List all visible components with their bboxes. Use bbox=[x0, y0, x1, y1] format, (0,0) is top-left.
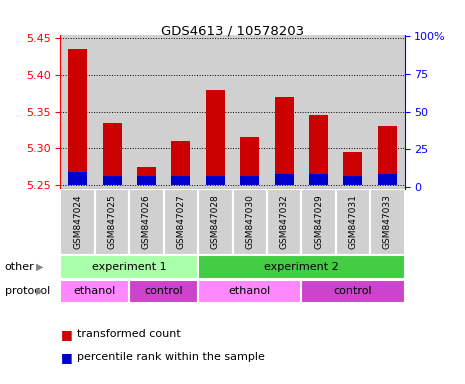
Bar bbox=[172, 141, 190, 185]
Bar bbox=[275, 174, 293, 185]
Bar bbox=[129, 280, 198, 303]
Text: other: other bbox=[5, 262, 34, 272]
Text: GSM847033: GSM847033 bbox=[383, 194, 392, 249]
Text: GSM847027: GSM847027 bbox=[176, 194, 186, 249]
Bar bbox=[370, 35, 405, 189]
Text: ■: ■ bbox=[60, 351, 72, 364]
Text: GSM847029: GSM847029 bbox=[314, 194, 323, 249]
Bar bbox=[378, 126, 397, 185]
Bar bbox=[137, 167, 156, 185]
Bar bbox=[232, 35, 267, 189]
Text: GSM847032: GSM847032 bbox=[279, 194, 289, 249]
Bar bbox=[60, 255, 198, 279]
Text: ethanol: ethanol bbox=[229, 286, 271, 296]
Bar bbox=[301, 280, 405, 303]
Bar bbox=[68, 172, 87, 185]
Text: GDS4613 / 10578203: GDS4613 / 10578203 bbox=[161, 25, 304, 38]
Bar bbox=[309, 174, 328, 185]
Bar bbox=[240, 175, 259, 185]
Text: GSM847028: GSM847028 bbox=[211, 194, 220, 249]
Bar bbox=[137, 176, 156, 185]
Bar bbox=[336, 189, 370, 255]
Text: protocol: protocol bbox=[5, 286, 50, 296]
Bar bbox=[267, 189, 301, 255]
Bar bbox=[172, 175, 190, 185]
Bar bbox=[275, 97, 293, 185]
Bar bbox=[336, 35, 370, 189]
Text: GSM847024: GSM847024 bbox=[73, 194, 82, 249]
Text: GSM847031: GSM847031 bbox=[348, 194, 358, 249]
Bar bbox=[206, 89, 225, 185]
Bar bbox=[240, 137, 259, 185]
Bar bbox=[164, 189, 198, 255]
Bar bbox=[95, 35, 129, 189]
Bar bbox=[378, 174, 397, 185]
Bar bbox=[60, 189, 95, 255]
Bar bbox=[103, 175, 121, 185]
Bar bbox=[129, 189, 164, 255]
Bar bbox=[267, 35, 301, 189]
Text: GSM847026: GSM847026 bbox=[142, 194, 151, 249]
Bar bbox=[301, 35, 336, 189]
Text: GSM847025: GSM847025 bbox=[107, 194, 117, 249]
Bar bbox=[309, 115, 328, 185]
Text: GSM847030: GSM847030 bbox=[245, 194, 254, 249]
Text: control: control bbox=[144, 286, 183, 296]
Bar bbox=[129, 35, 164, 189]
Bar bbox=[301, 189, 336, 255]
Bar bbox=[198, 280, 301, 303]
Bar bbox=[206, 175, 225, 185]
Bar bbox=[370, 189, 405, 255]
Text: transformed count: transformed count bbox=[77, 329, 180, 339]
Text: percentile rank within the sample: percentile rank within the sample bbox=[77, 352, 265, 362]
Bar bbox=[198, 255, 405, 279]
Bar bbox=[198, 35, 232, 189]
Bar bbox=[60, 35, 95, 189]
Bar bbox=[103, 123, 121, 185]
Bar bbox=[198, 189, 232, 255]
Text: experiment 2: experiment 2 bbox=[264, 262, 339, 272]
Text: control: control bbox=[333, 286, 372, 296]
Text: ■: ■ bbox=[60, 328, 72, 341]
Bar bbox=[60, 280, 129, 303]
Text: ethanol: ethanol bbox=[74, 286, 116, 296]
Bar bbox=[68, 49, 87, 185]
Bar bbox=[95, 189, 129, 255]
Text: experiment 1: experiment 1 bbox=[92, 262, 166, 272]
Text: ▶: ▶ bbox=[36, 286, 43, 296]
Bar bbox=[164, 35, 198, 189]
Bar bbox=[344, 152, 362, 185]
Bar bbox=[344, 176, 362, 185]
Text: ▶: ▶ bbox=[36, 262, 43, 272]
Bar bbox=[232, 189, 267, 255]
